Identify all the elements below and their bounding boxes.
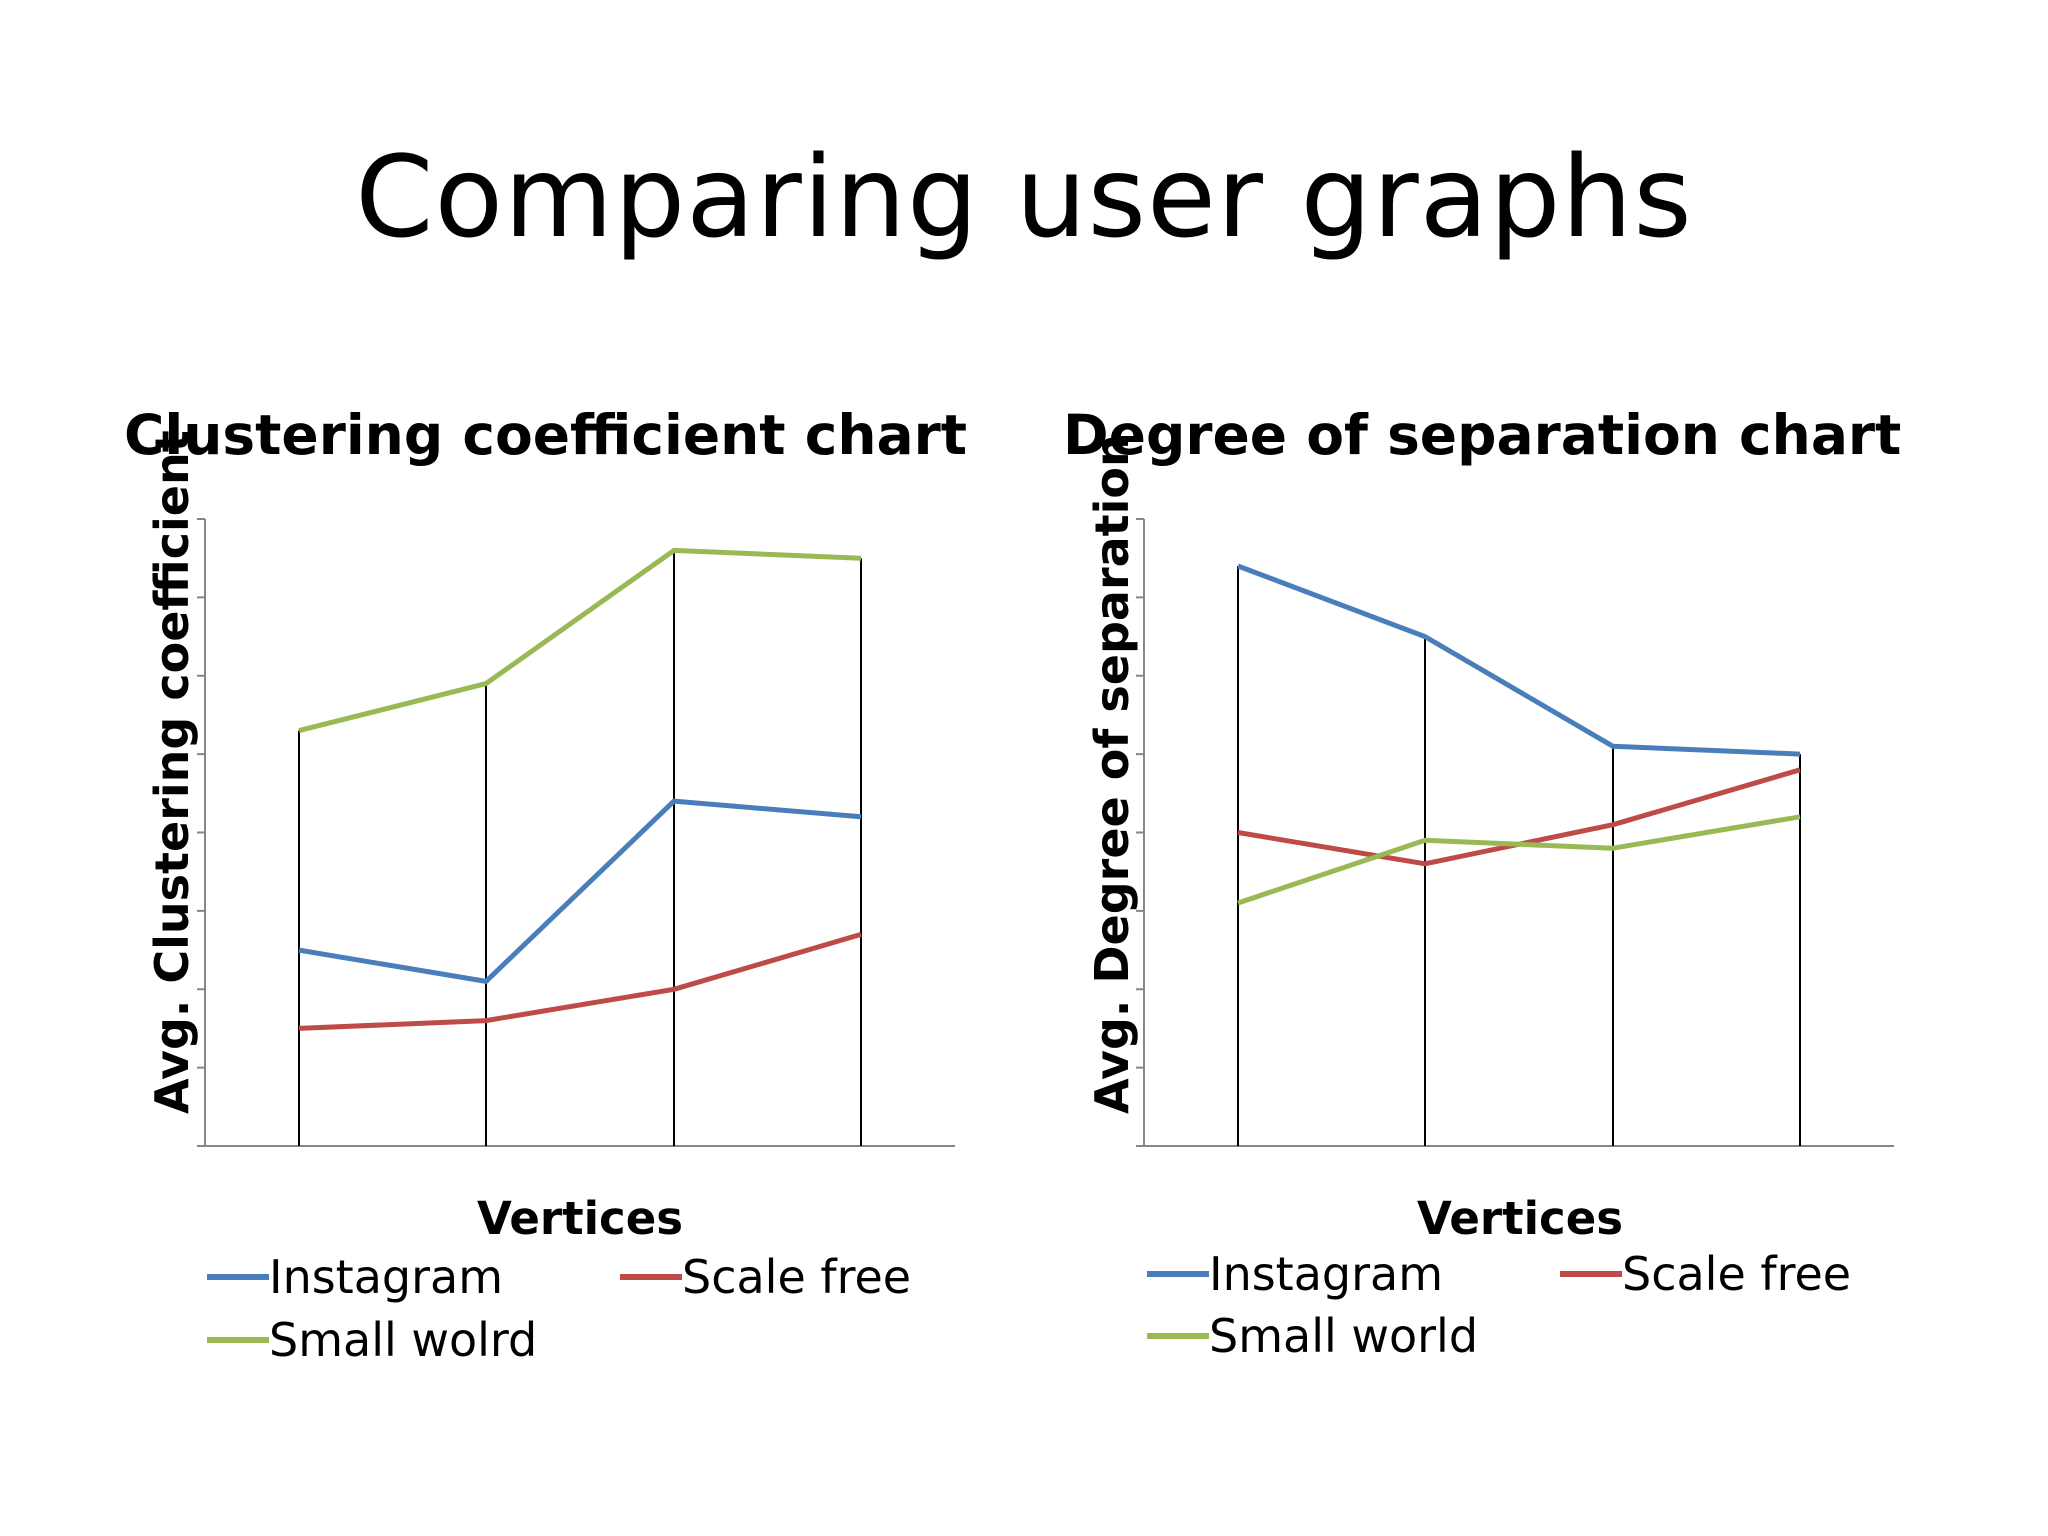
legend-swatch-scale-free [1560, 1271, 1622, 1277]
chart-title-separation: Degree of separation chart [1063, 403, 1902, 467]
legend-swatch-scale-free [620, 1274, 682, 1280]
legend-item-small-world: Small world [1147, 1306, 1478, 1366]
legend-item-small-world: Small wolrd [207, 1310, 537, 1370]
series-line-instagram [298, 798, 862, 984]
series-line-instagram [1237, 563, 1801, 757]
legend-swatch-instagram [207, 1274, 269, 1280]
y-axis-label-separation: Avg. Degree of separation [1085, 434, 1139, 1114]
series-line-small-world [1237, 814, 1801, 906]
legend-item-scale-free: Scale free [1560, 1244, 1851, 1304]
legend-item-scale-free: Scale free [620, 1247, 911, 1307]
chart-title-clustering: Clustering coefficient chart [124, 403, 968, 467]
legend-swatch-small-world [207, 1337, 269, 1343]
x-axis-label-clustering: Vertices [477, 1192, 683, 1245]
legend-label-instagram: Instagram [269, 1250, 504, 1304]
series-line-scale-free [1237, 767, 1801, 867]
y-axis-label-clustering: Avg. Clustering coefficient [145, 430, 199, 1114]
legend-label-scale-free: Scale free [1622, 1247, 1852, 1301]
legend-label-scale-free: Scale free [682, 1250, 912, 1304]
legend-item-instagram: Instagram [207, 1247, 503, 1307]
legend-swatch-instagram [1147, 1271, 1209, 1277]
legend-label-small-world: Small wolrd [269, 1313, 538, 1367]
x-axis-label-separation: Vertices [1417, 1192, 1623, 1245]
legend-item-instagram: Instagram [1147, 1244, 1443, 1304]
legend-label-instagram: Instagram [1209, 1247, 1444, 1301]
legend-label-small-world: Small world [1209, 1309, 1479, 1363]
series-line-small-wolrd [298, 547, 862, 734]
legend-swatch-small-world [1147, 1333, 1209, 1339]
series-line-scale-free [298, 932, 862, 1031]
slide-title: Comparing user graphs [355, 133, 1693, 263]
